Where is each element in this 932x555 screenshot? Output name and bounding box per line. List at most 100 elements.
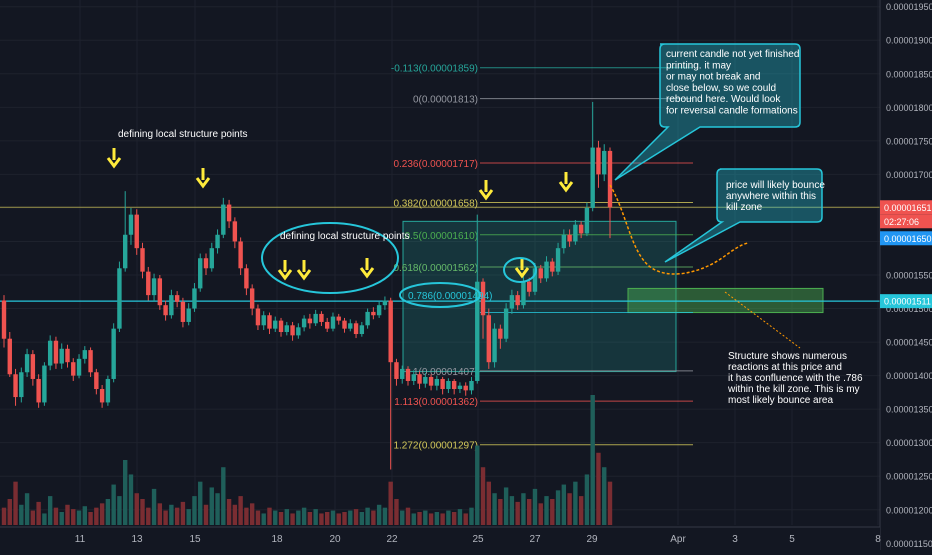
volume-bar: [348, 510, 353, 525]
candle-body: [325, 321, 330, 329]
candle-body: [157, 278, 163, 306]
candle-body: [36, 378, 41, 403]
volume-bars: [1, 395, 613, 525]
projection-curve: [609, 184, 749, 275]
volume-bar: [538, 503, 543, 525]
candle-body: [411, 374, 416, 381]
volume-bar: [353, 509, 359, 525]
volume-bar: [111, 484, 116, 525]
bounce-note-text: kill zone: [726, 202, 763, 213]
time-tick-label: 11: [75, 534, 86, 545]
candle-body: [146, 271, 151, 296]
volume-bar: [521, 493, 526, 525]
volume-bar: [330, 510, 336, 525]
volume-bar: [117, 496, 122, 525]
candle-body: [348, 323, 353, 329]
volume-bar: [376, 504, 382, 525]
candle-body: [457, 385, 463, 390]
candle-body: [134, 214, 139, 249]
time-tick-label: 5: [789, 534, 795, 545]
volume-bar: [140, 499, 145, 525]
candle-body: [192, 288, 197, 309]
price-tick-label: 0.00001500: [886, 304, 932, 314]
candle-body: [209, 248, 214, 269]
price-tick-label: 0.00001250: [886, 472, 932, 482]
volume-bar: [440, 513, 445, 525]
candle-body: [94, 372, 99, 390]
candle-body: [117, 268, 122, 329]
time-tick-label: 13: [131, 534, 143, 545]
volume-bar: [336, 513, 341, 525]
volume-bar: [221, 467, 226, 525]
support-price-tag: [880, 294, 932, 309]
price-tick-label: 0.00001800: [886, 103, 932, 113]
candle-body: [550, 261, 555, 272]
volume-bar: [278, 512, 284, 525]
candle-body: [428, 376, 434, 386]
price-axis[interactable]: 0.00001950 0.00001900 0.00001850 0.00001800…: [879, 0, 932, 550]
volume-bar: [169, 504, 174, 525]
volume-bar: [590, 395, 595, 525]
structure-note-text: reactions at this price and: [728, 362, 842, 373]
time-tick-label: 27: [529, 534, 541, 545]
candle-body: [475, 281, 480, 381]
volume-bar: [428, 513, 434, 525]
arrow-head: [359, 267, 375, 279]
small-ellipse: [503, 257, 537, 283]
candle-body: [446, 380, 451, 390]
volume-bar: [180, 501, 186, 525]
structure-note-text: within the kill zone. This is my: [727, 384, 860, 395]
candle-body: [140, 248, 145, 272]
volume-bar: [19, 504, 24, 525]
candle-body: [527, 281, 532, 292]
fib-786-ellipse: [399, 282, 481, 308]
volume-bar: [475, 445, 480, 525]
candle-body: [99, 389, 105, 403]
candle-body: [590, 147, 595, 208]
volume-bar: [371, 510, 376, 525]
candle-body: [163, 305, 168, 316]
candle-body: [221, 204, 226, 235]
volume-bar: [284, 509, 289, 525]
volume-bar: [94, 507, 99, 525]
arrow-head: [514, 267, 530, 279]
candle-body: [42, 365, 47, 403]
price-tick-label: 0.00001950: [886, 2, 932, 12]
price-tick-label: 0.00001200: [886, 505, 932, 515]
volume-bar: [405, 507, 411, 525]
volume-bar: [319, 513, 324, 525]
structure-note-text: Structure shows numerous: [728, 351, 847, 362]
structure-ellipse: [261, 222, 399, 294]
price-tick-label: 0.00001700: [886, 170, 932, 180]
support-price-tag-text: 0.00001511: [884, 297, 931, 307]
candle-note-text: current candle not yet finished: [666, 49, 799, 60]
price-tick-label: 0.00001400: [886, 371, 932, 381]
candle-body: [7, 338, 12, 375]
volume-bar: [65, 504, 70, 525]
candle-body: [353, 323, 359, 335]
volume-bar: [76, 510, 82, 525]
time-tick-label: 8: [875, 534, 881, 545]
volume-bar: [36, 501, 41, 525]
candle-note-text: or may not break and: [666, 72, 761, 83]
volume-bar: [30, 510, 36, 525]
volume-bar: [388, 481, 393, 525]
candle-body: [128, 214, 134, 235]
volume-bar: [71, 509, 76, 525]
candles: [1, 101, 613, 470]
time-axis[interactable]: 11 13 15 18 20 22 25 27 29 Apr 3 5 8: [0, 526, 881, 550]
fib-zone-box: [402, 220, 677, 373]
volume-bar: [480, 467, 486, 525]
time-tick-label: 3: [732, 534, 738, 545]
volume-bar: [198, 481, 203, 525]
volume-bar: [123, 460, 128, 525]
candle-body: [53, 340, 59, 364]
candle-body: [13, 374, 18, 398]
volume-bar: [238, 496, 243, 525]
candle-body: [532, 268, 538, 292]
volume-bar: [550, 499, 555, 525]
candle-body: [24, 354, 30, 373]
price-tick-label: 0.00001150: [886, 539, 932, 549]
